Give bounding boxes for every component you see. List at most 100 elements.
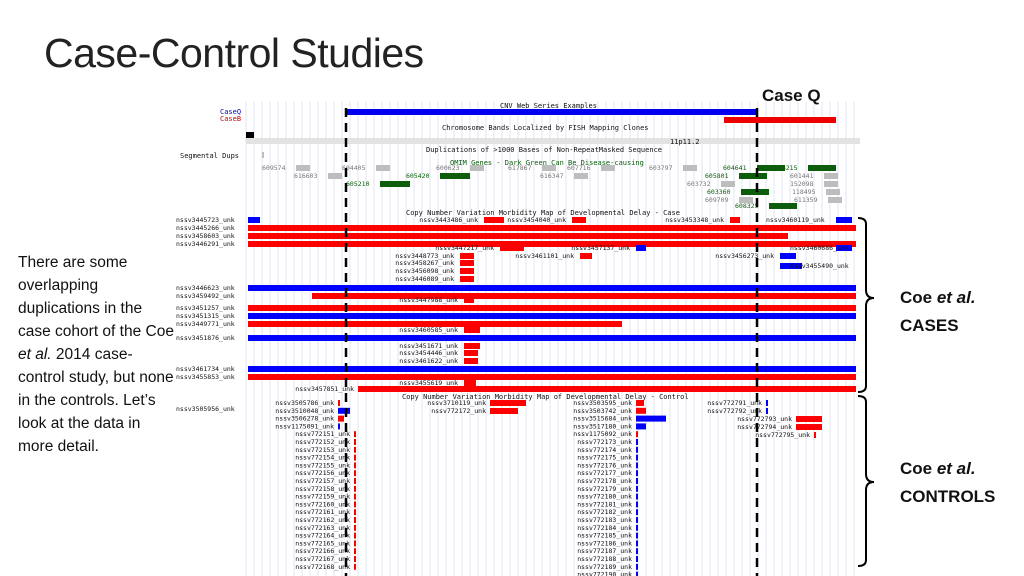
omim-id-label: 609574: [262, 164, 286, 172]
control-bar: [636, 509, 638, 516]
control-bar: [636, 446, 638, 453]
control-label: nssv772155_unk: [295, 461, 350, 469]
control-bar: [814, 432, 816, 438]
case-inline-label: nssv3447217_unk: [435, 244, 494, 252]
control-label: nssv772167_unk: [295, 555, 350, 563]
control-label: nssv772177_unk: [577, 469, 632, 477]
omim-id-label: 604641: [723, 164, 747, 172]
control-bar: [636, 563, 638, 570]
case-inline-bar: [358, 386, 856, 392]
control-label: nssv772793_unk: [737, 415, 792, 423]
control-label: nssv772152_unk: [295, 438, 350, 446]
control-label: nssv772190_unk: [577, 571, 632, 576]
control-label: nssv3505786_unk: [275, 399, 334, 407]
control-bar: [636, 501, 638, 508]
omim-id-label: 611359: [794, 196, 818, 204]
control-label: nssv772178_unk: [577, 477, 632, 485]
omim-id-label: 617867: [508, 164, 532, 172]
control-bar: [636, 548, 638, 555]
omim-gene-bar: [601, 165, 615, 171]
case-inline-bar: [730, 217, 740, 223]
control-bar: [636, 470, 638, 477]
case-inline-bar: [464, 350, 478, 356]
control-label: nssv3710119_unk: [427, 399, 486, 407]
omim-gene-bar: [757, 165, 785, 171]
case-inline-bar: [460, 260, 474, 266]
case-inline-label: nssv3446089_unk: [395, 275, 454, 283]
case-inline-bar: [460, 276, 474, 282]
control-label: nssv772159_unk: [295, 493, 350, 501]
control-bar: [636, 431, 638, 438]
control-bar: [796, 416, 822, 422]
case-inline-bar: [464, 358, 478, 364]
control-label: nssv772180_unk: [577, 493, 632, 501]
omim-gene-bar: [440, 173, 470, 179]
case-row-label: nssv3446623_unk: [176, 284, 235, 292]
control-row-label: nssv3505956_unk: [176, 405, 235, 413]
chrom-bands-header: Chromosome Bands Localized by FISH Mappi…: [442, 124, 649, 132]
case-cnv-bar: [248, 335, 856, 341]
control-bar: [354, 478, 356, 484]
omim-id-label: 118495: [792, 188, 816, 196]
chrom-band-bar: [246, 138, 860, 144]
control-bar: [354, 540, 356, 547]
case-row-label: nssv3451257_unk: [176, 304, 235, 312]
omim-id-label: 603360: [707, 188, 731, 196]
case-inline-label: nssv3448773_unk: [395, 252, 454, 260]
control-label: nssv772794_unk: [737, 423, 792, 431]
slide-title: Case-Control Studies: [44, 30, 424, 76]
case-row-label: nssv3458603_unk: [176, 232, 235, 240]
cases-annotation-name: Coe: [900, 288, 937, 307]
omim-gene-bar: [296, 165, 310, 171]
case-inline-label: nssv3455619_unk: [399, 379, 458, 387]
omim-id-label: 616603: [294, 172, 318, 180]
control-label: nssv772792_unk: [707, 407, 762, 415]
control-bar: [636, 540, 638, 547]
case-row-label: nssv3449771_unk: [176, 320, 235, 328]
control-bar: [338, 407, 350, 414]
case-inline-bar: [836, 217, 852, 223]
control-label: nssv3517180_unk: [573, 422, 632, 430]
omim-id-label: 604405: [342, 164, 366, 172]
track-marker: [246, 132, 254, 138]
control-label: nssv3503595_unk: [573, 399, 632, 407]
case-cnv-bar: [312, 293, 856, 299]
control-label: nssv772157_unk: [295, 477, 350, 485]
case-row-label: nssv3459492_unk: [176, 292, 235, 300]
omim-id-label: 603732: [687, 180, 711, 188]
control-bar: [354, 446, 356, 453]
case-inline-bar: [636, 245, 646, 251]
case-inline-label: nssv3451671_unk: [399, 342, 458, 350]
case-inline-label: nssv3460119_unk: [766, 216, 825, 224]
control-label: nssv772174_unk: [577, 446, 632, 454]
control-label: nssv772188_unk: [577, 555, 632, 563]
case-row-label: nssv3445723_unk: [176, 216, 235, 224]
case-inline-bar: [464, 327, 480, 333]
case-inline-label: nssv3454446_unk: [399, 349, 458, 357]
case-inline-label: nssv3460585_unk: [399, 326, 458, 334]
control-label: nssv772164_unk: [295, 532, 350, 540]
case-cnv-bar: [248, 374, 856, 380]
omim-id-label: 607716: [567, 164, 591, 172]
control-bar: [490, 400, 526, 406]
omim-id-label: 605801: [705, 172, 729, 180]
case-cnv-bar: [248, 217, 260, 223]
omim-gene-bar: [739, 173, 767, 179]
cases-annotation-etal: et al.: [936, 288, 976, 307]
cases-bracket: [857, 217, 875, 393]
control-bar: [354, 524, 356, 531]
omim-gene-bar: [826, 189, 840, 195]
omim-gene-bar: [328, 173, 342, 179]
control-bar: [636, 454, 638, 461]
control-label: nssv772179_unk: [577, 485, 632, 493]
omim-gene-bar: [470, 165, 484, 171]
control-label: nssv772154_unk: [295, 454, 350, 462]
control-label: nssv772176_unk: [577, 461, 632, 469]
case-q-label: Case Q: [762, 86, 821, 105]
segmental-dups-label: Segmental Dups: [180, 152, 240, 160]
cases-annotation: Coe et al. CASES: [900, 284, 976, 340]
case-cnv-bar: [248, 366, 856, 372]
case-inline-label: nssv3455490_unk: [790, 262, 849, 270]
control-map-header: Copy Number Variation Morbidity Map of D…: [402, 393, 689, 401]
case-inline-bar: [464, 380, 476, 386]
